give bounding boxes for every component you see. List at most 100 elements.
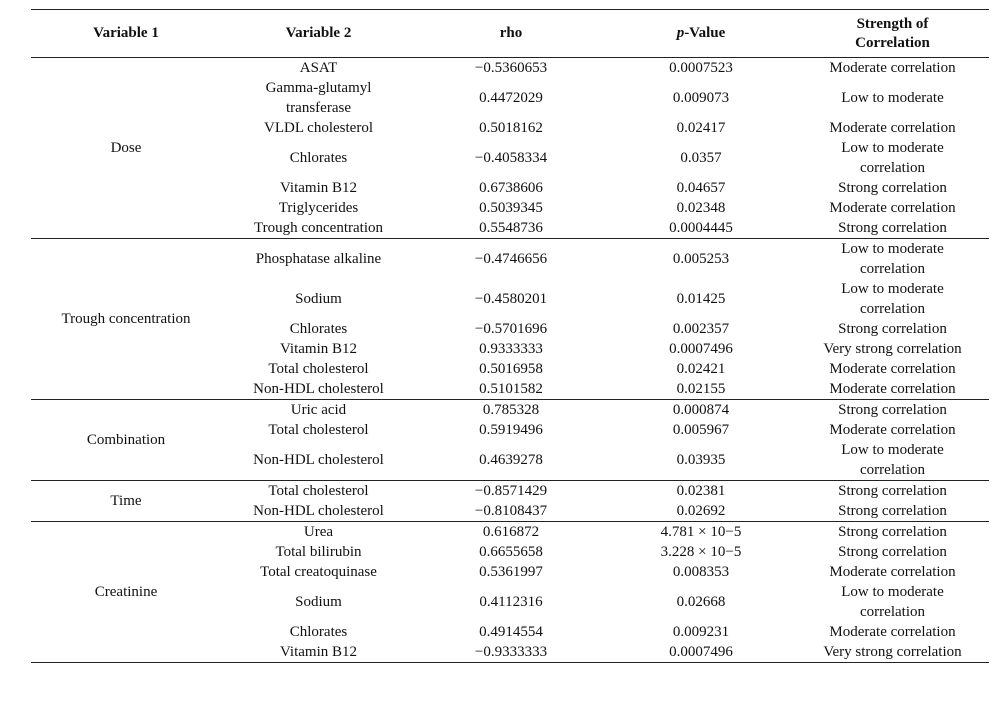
cell-variable-2: Sodium [295,594,342,610]
cell-rho: 0.4639278 [416,440,606,481]
cell-p-value: 0.005253 [672,251,730,267]
cell-strength: Strong correlation [838,402,947,418]
cell-variable-1: Combination [31,399,221,481]
cell-p-value: 4.781 × 10−5 [660,524,742,540]
header-p-italic: p [676,25,685,41]
cell-rho: 0.9333333 [479,341,543,357]
cell-p-value: 0.02348 [676,200,726,216]
cell-rho: 0.4914554 [479,624,543,640]
cell-p-value: 0.02155 [606,379,796,400]
cell-p-value: 0.04657 [676,180,726,196]
cell-variable-2: Phosphatase alkaline [255,251,382,267]
cell-rho: −0.4058334 [474,150,548,166]
cell-strength: Low to moderate correlation [841,241,944,277]
table-row: Total creatoquinase 0.5361997 0.008353 Mode… [31,562,989,582]
cell-p-value: 3.228 × 10−5 [660,544,742,560]
cell-rho: −0.4746656 [474,251,548,267]
cell-rho: 0.5548736 [416,218,606,239]
table-row: Gamma-glutamyl transferase 0.4472029 0.009… [31,78,989,118]
cell-p-value: 0.009073 [672,90,730,106]
cell-p-value: 0.01425 [676,291,726,307]
header-strength-line-1: Strength of [856,15,929,32]
header-variable-2: Variable 2 [221,9,416,58]
table-row: Chlorates −0.4058334 0.0357 Low to moderate… [31,138,989,178]
cell-p-value: 0.03935 [606,440,796,481]
table-row: Chlorates 0.4914554 0.009231 Moderate corre… [31,622,989,642]
cell-variable-1: Dose [31,57,221,239]
cell-rho: 0.785328 [482,402,540,418]
cell-p-value: 0.0357 [680,150,722,166]
cell-variable-2: Sodium [295,291,342,307]
table-row: Time Total cholesterol −0.8571429 0.02381 St… [31,480,989,522]
cell-variable-1: Trough concentration [31,238,221,400]
cell-strength: Strong correlation [838,180,947,196]
cell-strength: Moderate correlation [829,200,956,216]
cell-rho: −0.8108437 [416,501,606,522]
header-p-rest: -Value [684,25,726,41]
cell-strength: Low to moderate correlation [841,584,944,620]
table-row: Vitamin B12 −0.9333333 0.0007496 Very stron… [31,642,989,663]
cell-p-value: 0.0007496 [606,642,796,663]
cell-variable-2: Total bilirubin [275,544,362,560]
table-row: Non-HDL cholesterol 0.5101582 0.02155 Moder… [31,379,989,400]
header-strength: Strength of Correlation [796,9,989,58]
cell-variable-2: Vitamin B12 [279,341,357,357]
table-row: Total bilirubin 0.6655658 3.228 × 10−5 Stro… [31,542,989,562]
cell-strength: Moderate correlation [829,624,956,640]
table-row: Sodium 0.4112316 0.02668 Low to moderate co… [31,582,989,622]
header-row: Variable 1 Variable 2 rho p-Value Streng… [31,9,989,58]
table-row: Triglycerides 0.5039345 0.02348 Moderate co… [31,198,989,218]
cell-strength: Very strong correlation [796,642,989,663]
cell-variable-2: Total cholesterol [268,422,369,438]
table-row: VLDL cholesterol 0.5018162 0.02417 Moderate… [31,118,989,138]
cell-strength: Moderate correlation [829,120,956,136]
cell-p-value: 0.02381 [676,483,726,499]
header-variable-1: Variable 1 [31,9,221,58]
cell-variable-2: Triglycerides [278,200,359,216]
table-row: Dose ASAT −0.5360653 0.0007523 Moderate corr… [31,57,989,239]
cell-p-value: 0.02692 [606,501,796,522]
cell-strength: Strong correlation [838,524,947,540]
cell-p-value: 0.02668 [676,594,726,610]
table-row: Non-HDL cholesterol −0.8108437 0.02692 Stro… [31,501,989,522]
header-rho: rho [416,9,606,58]
table-row: Non-HDL cholesterol 0.4639278 0.03935 Low t… [31,440,989,481]
cell-strength: Moderate correlation [829,361,956,377]
cell-p-value: 0.0007496 [669,341,733,357]
cell-variable-2: Total cholesterol [268,483,369,499]
cell-rho: 0.5361997 [479,564,543,580]
cell-strength: Low to moderate correlation [841,281,944,317]
cell-rho: 0.5039345 [479,200,543,216]
table-row: Vitamin B12 0.6738606 0.04657 Strong correl… [31,178,989,198]
table-row: Total cholesterol 0.5919496 0.005967 Modera… [31,420,989,440]
cell-p-value: 0.02421 [676,361,726,377]
cell-variable-2: Chlorates [289,150,348,166]
cell-variable-2: Non-HDL cholesterol [221,379,416,400]
cell-variable-2: Urea [303,524,334,540]
cell-p-value: 0.008353 [672,564,730,580]
table-row: Total cholesterol 0.5016958 0.02421 Moderat… [31,359,989,379]
table-row: Chlorates −0.5701696 0.002357 Strong correl… [31,319,989,339]
cell-variable-2: Trough concentration [221,218,416,239]
table-row: Combination Uric acid 0.785328 0.000874 Stro… [31,399,989,481]
cell-p-value: 0.000874 [672,402,730,418]
cell-strength: Moderate correlation [829,422,956,438]
cell-rho: −0.8571429 [474,483,548,499]
table-row: Creatinine Urea 0.616872 4.781 × 10−5 Strong… [31,521,989,663]
cell-variable-1: Time [31,480,221,522]
cell-variable-2: Non-HDL cholesterol [221,440,416,481]
table-row: Trough concentration 0.5548736 0.0004445 St… [31,218,989,239]
cell-variable-2: Chlorates [289,624,348,640]
cell-strength: Strong correlation [796,501,989,522]
cell-variable-2: VLDL cholesterol [264,120,373,136]
cell-rho: −0.5360653 [474,60,548,76]
table-row: Vitamin B12 0.9333333 0.0007496 Very strong… [31,339,989,359]
cell-strength: Low to moderate correlation [796,440,989,481]
cell-rho: −0.4580201 [474,291,548,307]
cell-p-value: 0.005967 [672,422,730,438]
cell-p-value: 0.02417 [676,120,726,136]
cell-rho: 0.616872 [482,524,540,540]
cell-rho: 0.5016958 [479,361,543,377]
cell-strength: Moderate correlation [796,379,989,400]
table-header: Variable 1 Variable 2 rho p-Value Streng… [31,9,989,58]
